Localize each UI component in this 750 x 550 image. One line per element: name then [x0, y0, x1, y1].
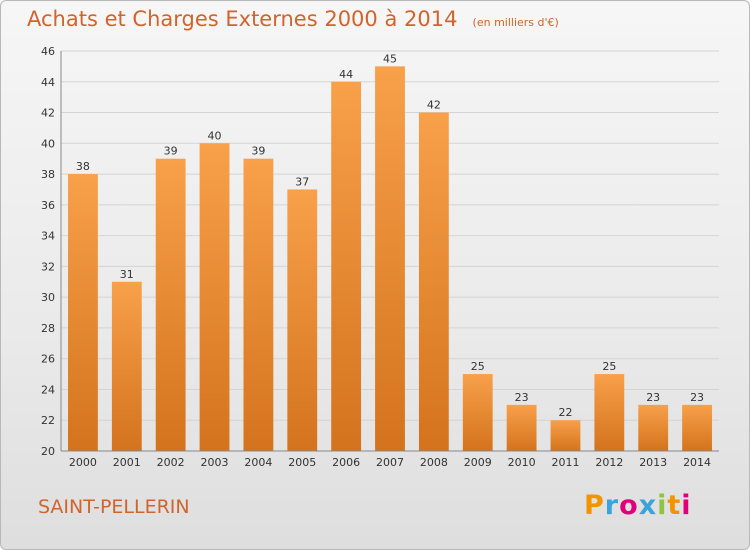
x-tick-label: 2012	[595, 456, 623, 469]
bar-2013	[638, 404, 669, 451]
y-tick-label: 44	[41, 76, 55, 89]
bars	[68, 66, 712, 452]
x-tick-label: 2007	[376, 456, 404, 469]
title-block: Achats et Charges Externes 2000 à 2014 (…	[27, 7, 559, 31]
chart-title: Achats et Charges Externes 2000 à 2014	[27, 7, 458, 31]
y-tick-label: 30	[41, 291, 55, 304]
x-axis: 2000 2001 2002 2003 2004 2005 2006 2007 2008 2009…	[69, 456, 711, 469]
chart-subtitle: (en milliers d'€)	[472, 16, 559, 29]
y-tick-label: 32	[41, 260, 55, 273]
x-tick-label: 2011	[551, 456, 579, 469]
y-tick-label: 20	[41, 445, 55, 458]
proxiti-logo: Proxiti	[584, 490, 692, 521]
x-tick-label: 2002	[157, 456, 185, 469]
y-tick-label: 34	[41, 230, 55, 243]
data-label: 39	[251, 145, 265, 158]
bar-2014	[682, 404, 712, 451]
data-label: 39	[164, 145, 178, 158]
bar-2001	[111, 281, 142, 451]
commune-name: SAINT-PELLERIN	[38, 496, 190, 518]
x-tick-label: 2009	[464, 456, 492, 469]
y-axis: 20 22 24 26 28 30 32 34 36 38 40 42 44 46	[41, 45, 55, 458]
x-tick-label: 2000	[69, 456, 97, 469]
data-label: 37	[295, 175, 309, 188]
x-tick-label: 2005	[288, 456, 316, 469]
data-label: 23	[690, 391, 704, 404]
y-tick-label: 22	[41, 414, 55, 427]
data-label: 40	[208, 129, 222, 142]
bar-2003	[199, 143, 230, 452]
bar-2002	[155, 158, 186, 451]
x-tick-label: 2003	[201, 456, 229, 469]
bar-2006	[331, 81, 362, 452]
x-tick-label: 2010	[508, 456, 536, 469]
bar-2008	[418, 112, 449, 452]
logo-letter: t	[667, 490, 682, 521]
data-label: 23	[515, 391, 529, 404]
data-label: 38	[76, 160, 90, 173]
bar-2005	[287, 189, 318, 451]
bar-2010	[506, 404, 537, 451]
y-tick-label: 24	[41, 383, 55, 396]
logo-letter: i	[681, 490, 692, 521]
y-tick-label: 42	[41, 107, 55, 120]
x-tick-label: 2001	[113, 456, 141, 469]
data-label: 45	[383, 52, 397, 65]
logo-letter: i	[657, 490, 668, 521]
data-label: 25	[602, 360, 616, 373]
logo-letter: P	[584, 490, 605, 521]
y-tick-label: 46	[41, 45, 55, 58]
logo-letter: r	[604, 490, 620, 521]
bar-2000	[68, 174, 98, 452]
bar-2009	[462, 374, 493, 451]
y-tick-label: 28	[41, 322, 55, 335]
data-label: 25	[471, 360, 485, 373]
bar-2004	[243, 158, 274, 451]
logo-letter: x	[638, 490, 658, 521]
y-tick-label: 26	[41, 353, 55, 366]
logo-letter: o	[619, 490, 639, 521]
x-tick-label: 2013	[639, 456, 667, 469]
data-labels: 38 31 39 40 39 37 44 45 42 25 23 22 25 23 23	[76, 52, 704, 419]
y-tick-label: 40	[41, 137, 55, 150]
data-label: 42	[427, 99, 441, 112]
x-tick-label: 2008	[420, 456, 448, 469]
bar-2012	[594, 374, 625, 451]
x-tick-label: 2006	[332, 456, 360, 469]
data-label: 44	[339, 68, 353, 81]
data-label: 31	[120, 268, 134, 281]
y-tick-label: 36	[41, 199, 55, 212]
bar-2007	[375, 66, 405, 451]
x-tick-label: 2004	[244, 456, 272, 469]
data-label: 22	[558, 406, 572, 419]
y-tick-label: 38	[41, 168, 55, 181]
x-tick-label: 2014	[683, 456, 711, 469]
bar-2011	[550, 420, 581, 451]
data-label: 23	[646, 391, 660, 404]
